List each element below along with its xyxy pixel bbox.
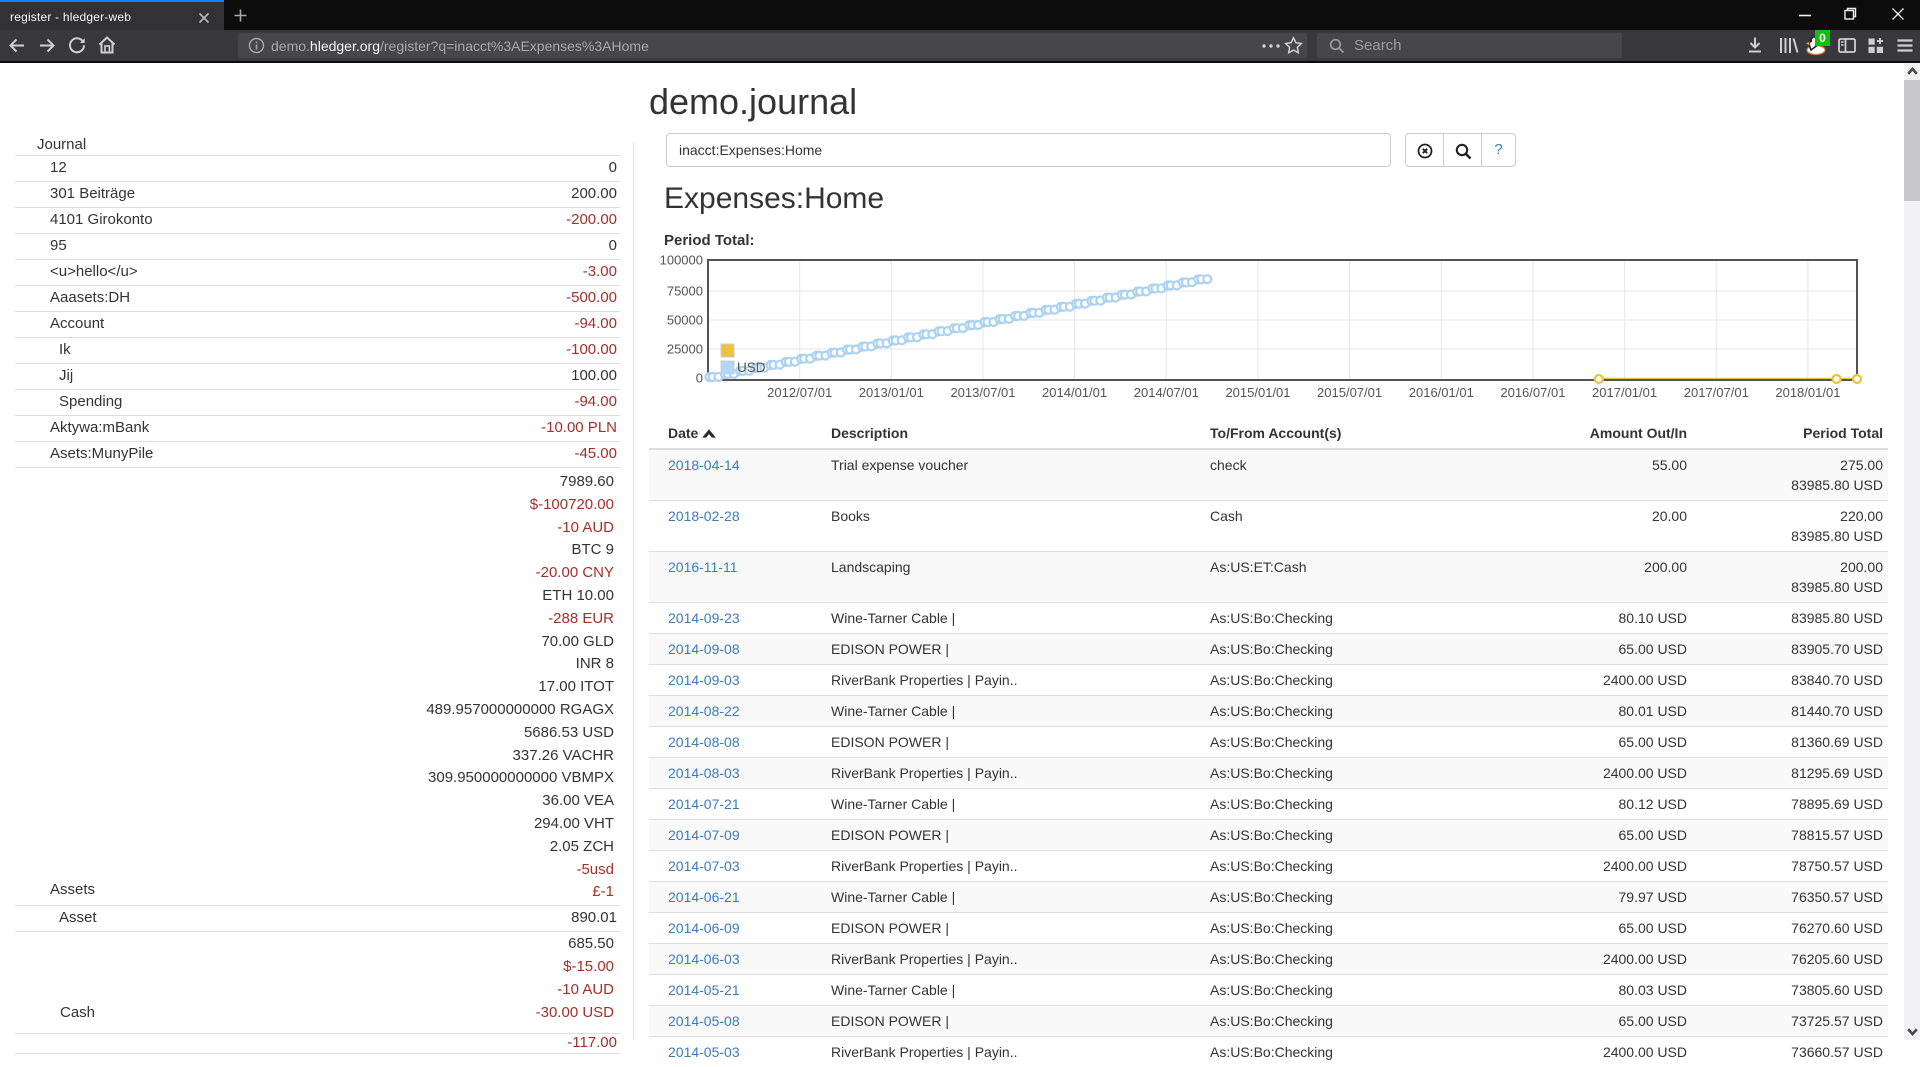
svg-text:2017/07/01: 2017/07/01 [1684,385,1749,400]
svg-text:50000: 50000 [667,313,703,328]
svg-text:2015/07/01: 2015/07/01 [1317,385,1382,400]
svg-text:25000: 25000 [667,342,703,357]
svg-text:2013/01/01: 2013/01/01 [859,385,924,400]
svg-text:100000: 100000 [660,253,703,268]
svg-text:2014/07/01: 2014/07/01 [1134,385,1199,400]
svg-text:0: 0 [696,371,703,386]
svg-text:2016/07/01: 2016/07/01 [1500,385,1565,400]
svg-text:2014/01/01: 2014/01/01 [1042,385,1107,400]
svg-text:2015/01/01: 2015/01/01 [1225,385,1290,400]
svg-text:75000: 75000 [667,284,703,299]
svg-text:2017/01/01: 2017/01/01 [1592,385,1657,400]
svg-text:2016/01/01: 2016/01/01 [1409,385,1474,400]
svg-text:USD: USD [737,360,766,375]
svg-text:2018/01/01: 2018/01/01 [1775,385,1840,400]
svg-text:2012/07/01: 2012/07/01 [767,385,832,400]
svg-text:2013/07/01: 2013/07/01 [950,385,1015,400]
